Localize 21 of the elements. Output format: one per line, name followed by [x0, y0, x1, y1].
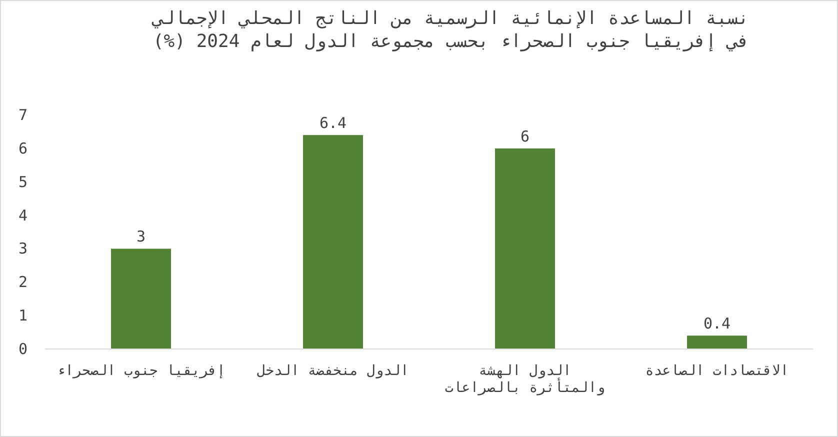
y-tick-label: 2 [18, 273, 28, 292]
y-tick-label: 1 [18, 306, 28, 325]
data-label: 3 [136, 228, 146, 246]
y-tick-label: 0 [18, 340, 28, 358]
y-tick-label: 4 [18, 206, 28, 224]
y-tick-label: 7 [18, 106, 28, 124]
bar [687, 336, 747, 349]
bar [111, 248, 171, 349]
y-tick-label: 3 [18, 240, 28, 258]
x-tick-label: الدول منخفضة الدخل [256, 363, 410, 380]
data-label: 0.4 [703, 314, 731, 333]
y-tick-label: 6 [18, 139, 28, 158]
bar [495, 148, 555, 349]
y-tick-label: 5 [18, 172, 28, 191]
x-tick-label: الاقتصادات الصاعدة [644, 363, 790, 380]
bar [303, 135, 363, 349]
data-label: 6.4 [319, 114, 347, 132]
x-tick-label: الدول الهشة والمتأثرة بالصراعات [444, 363, 606, 397]
title: نسبة المساعدة الإنمائية الرسمية من الناتج المحلي الإجمالي في إفريقيا جنوب الصحراء بحسب مجموعة الدول لعام 2024 (%) [151, 7, 750, 53]
data-label: 6 [520, 127, 530, 146]
x-tick-label: إفريقيا جنوب الصحراء [56, 363, 226, 380]
